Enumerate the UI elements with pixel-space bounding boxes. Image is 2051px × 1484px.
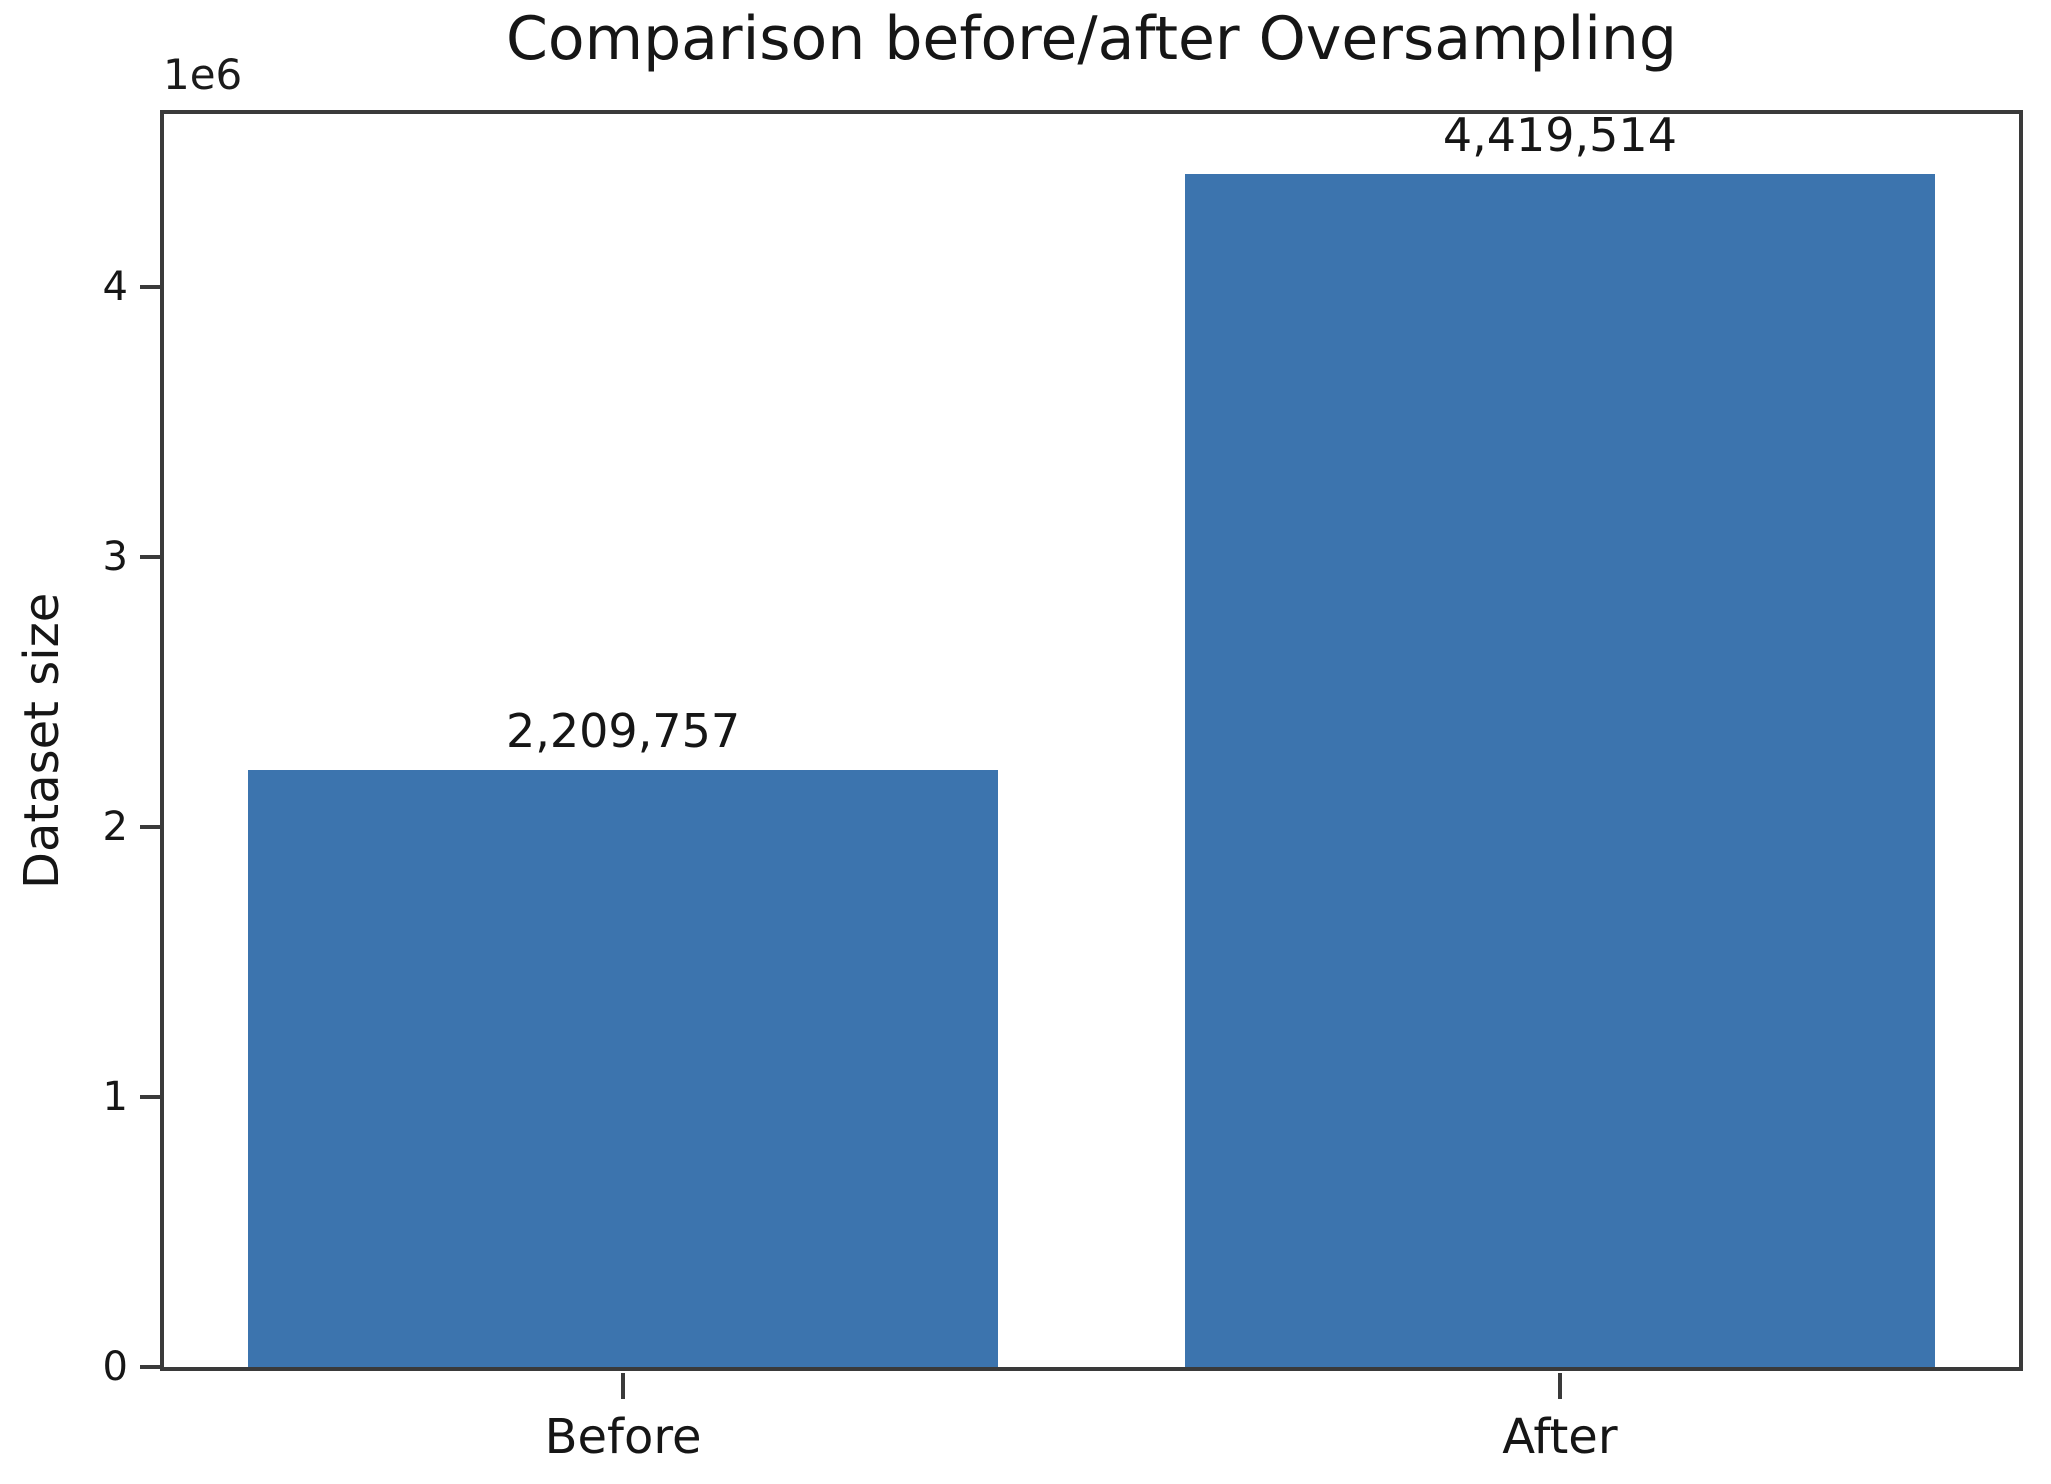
y-tick-label: 2 — [102, 803, 128, 850]
y-tick-mark — [140, 1365, 160, 1369]
y-tick-mark — [140, 824, 160, 829]
bar-after — [1185, 173, 1935, 1367]
y-tick-label: 4 — [102, 263, 128, 310]
y-tick-mark — [140, 284, 160, 289]
y-axis-label: Dataset size — [14, 592, 70, 889]
plot-area: 0 1 2 3 4 2,209,757 Before 4,419,514 After — [103, 107, 2023, 1465]
y-tick-label: 1 — [102, 1073, 128, 1120]
x-tick-label: After — [1502, 1409, 1618, 1465]
chart-title: Comparison before/after Oversampling — [506, 4, 1677, 74]
y-tick-mark — [140, 554, 160, 559]
bar-before — [248, 770, 998, 1367]
y-tick-label: 3 — [102, 533, 128, 580]
y-tick-mark — [140, 1094, 160, 1099]
bar-value-label: 4,419,514 — [1442, 107, 1677, 162]
y-axis-offset-text: 1e6 — [163, 50, 243, 99]
x-tick-mark — [1557, 1373, 1562, 1399]
x-tick-mark — [621, 1373, 626, 1399]
x-tick-label: Before — [544, 1409, 702, 1465]
bar-value-label: 2,209,757 — [506, 704, 741, 759]
y-tick-label: 0 — [102, 1344, 128, 1390]
